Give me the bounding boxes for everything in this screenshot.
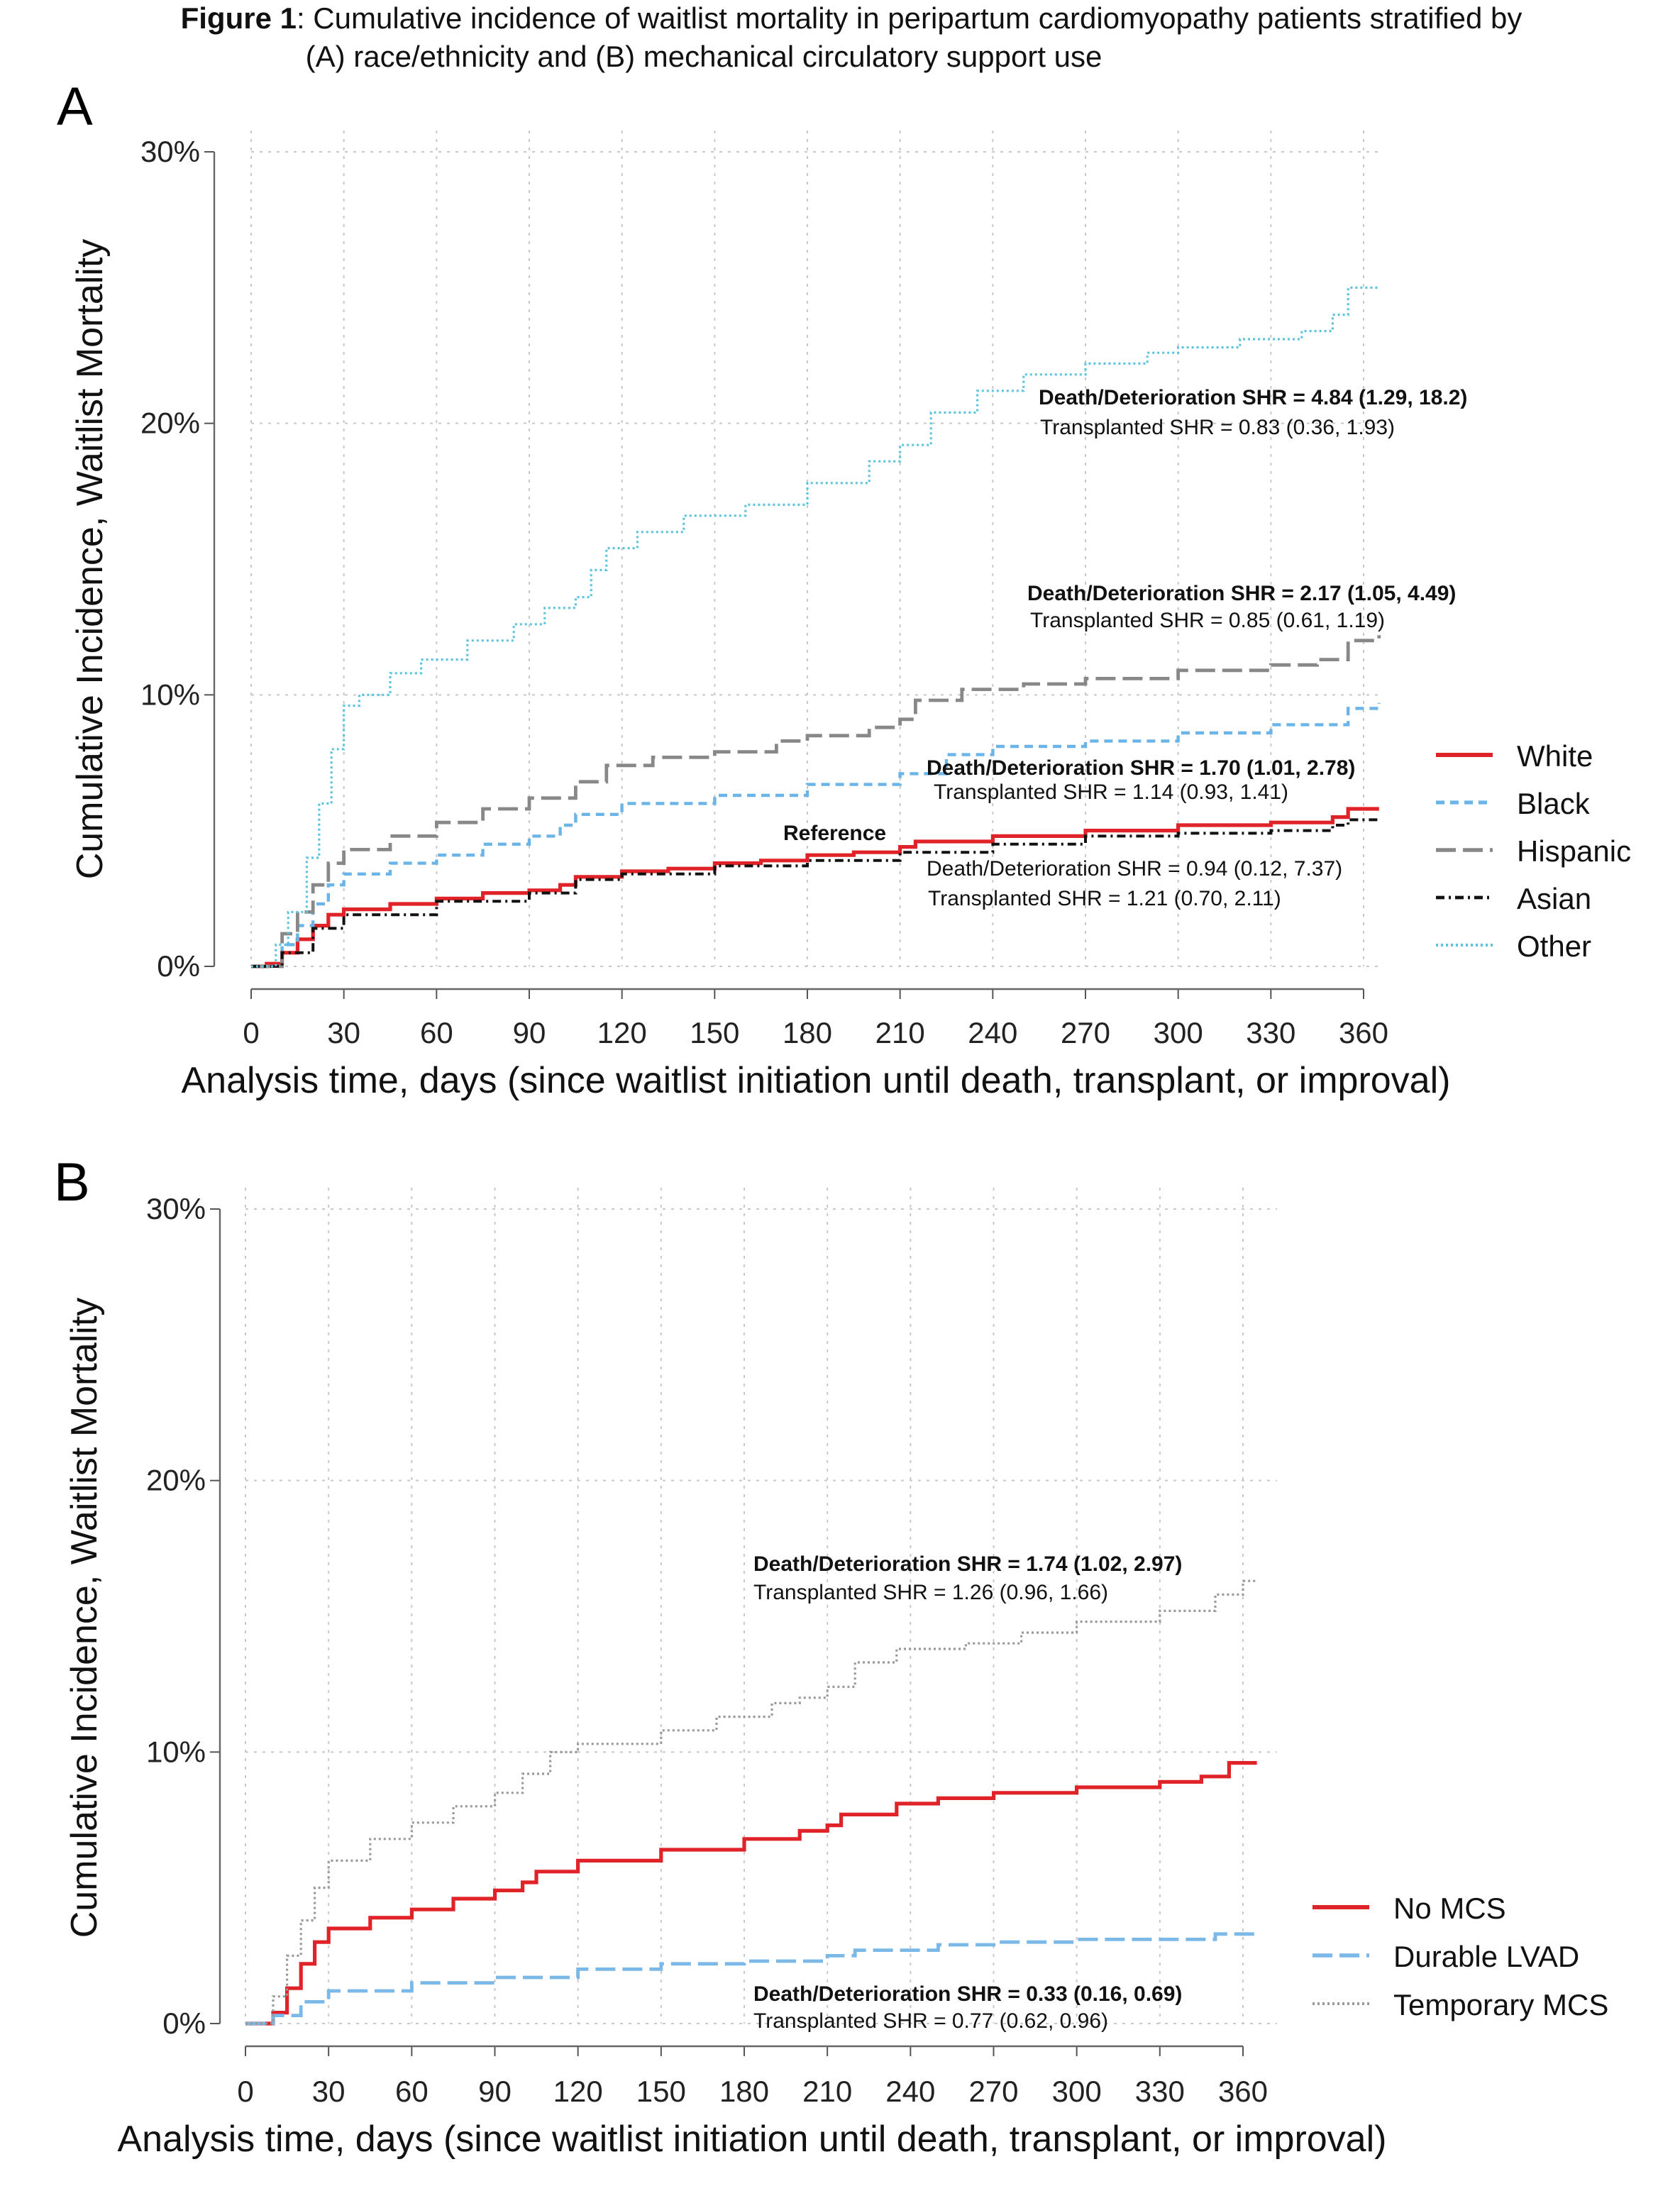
x-tick-label: 180: [719, 2075, 769, 2108]
annotation-lvad-transplant: Transplanted SHR = 0.77 (0.62, 0.96): [753, 2009, 1108, 2033]
annotation-asian-death: Death/Deterioration SHR = 0.94 (0.12, 7.…: [927, 857, 1342, 881]
x-tick-label: 30: [312, 2075, 346, 2108]
annotation-lvad-death: Death/Deterioration SHR = 0.33 (0.16, 0.…: [753, 1982, 1182, 2006]
legend-label-asian: Asian: [1517, 882, 1591, 915]
series-line-temporary-mcs: [245, 1579, 1257, 2025]
y-tick-label: 30%: [146, 1192, 206, 1225]
legend-label-hispanic: Hispanic: [1517, 834, 1631, 868]
annotation-temporary-transplant: Transplanted SHR = 1.26 (0.96, 1.66): [753, 1581, 1108, 1604]
legend-label-white: White: [1517, 739, 1593, 773]
x-tick-label: 330: [1135, 2075, 1185, 2108]
annotation-black-transplant: Transplanted SHR = 1.14 (0.93, 1.41): [934, 780, 1288, 804]
x-tick-label: 120: [553, 2075, 603, 2108]
x-tick-label: 270: [1061, 1016, 1110, 1049]
y-tick-label: 30%: [140, 135, 200, 168]
x-axis-label: Analysis time, days (since waitlist init…: [182, 1060, 1451, 1101]
series-line-asian: [251, 818, 1379, 968]
legend-label-temporary-mcs: Temporary MCS: [1393, 1988, 1608, 2021]
y-tick-label: 10%: [146, 1735, 206, 1768]
x-tick-label: 360: [1218, 2075, 1268, 2108]
legend-label-no-mcs: No MCS: [1393, 1892, 1506, 1925]
annotation-asian-transplant: Transplanted SHR = 1.21 (0.70, 2.11): [928, 887, 1281, 910]
y-tick-label: 10%: [140, 678, 200, 711]
annotation-reference: Reference: [783, 822, 886, 845]
x-tick-label: 240: [885, 2075, 935, 2108]
annotation-other-transplant: Transplanted SHR = 0.83 (0.36, 1.93): [1040, 416, 1395, 439]
annotation-temporary-death: Death/Deterioration SHR = 1.74 (1.02, 2.…: [753, 1552, 1182, 1576]
figure-title-line1: Figure 1: Cumulative incidence of waitli…: [181, 1, 1522, 35]
panel-b-label: B: [54, 1152, 90, 1213]
annotation-hispanic-death: Death/Deterioration SHR = 2.17 (1.05, 4.…: [1027, 582, 1456, 605]
x-tick-label: 270: [968, 2075, 1018, 2108]
series-line-durable-lvad: [245, 1932, 1257, 2026]
legend-label-other: Other: [1517, 929, 1591, 963]
x-axis-label: Analysis time, days (since waitlist init…: [118, 2119, 1387, 2160]
x-tick-label: 150: [636, 2075, 686, 2108]
annotation-other-death: Death/Deterioration SHR = 4.84 (1.29, 18…: [1039, 386, 1467, 409]
x-tick-label: 120: [597, 1016, 647, 1049]
x-tick-label: 90: [513, 1016, 546, 1049]
y-axis-label: Cumulative Incidence, Waitlist Mortality: [70, 239, 111, 880]
series-line-white: [251, 807, 1379, 968]
figure-title-bold: Figure 1: [181, 1, 297, 35]
x-tick-label: 180: [783, 1016, 832, 1049]
x-tick-label: 60: [395, 2075, 429, 2108]
x-tick-label: 330: [1246, 1016, 1295, 1049]
panel-a-label: A: [57, 77, 93, 137]
y-axis-label: Cumulative Incidence, Waitlist Mortality: [64, 1298, 105, 1938]
x-tick-label: 60: [420, 1016, 453, 1049]
figure-title-rest: : Cumulative incidence of waitlist morta…: [297, 1, 1522, 35]
y-tick-label: 0%: [157, 949, 200, 983]
series-line-hispanic: [251, 635, 1381, 968]
legend-label-durable-lvad: Durable LVAD: [1393, 1940, 1579, 1973]
panel-a: A 0 30 60 90 120 150 180 210 240 270 300 330 360 0% 10…: [57, 77, 1631, 1101]
x-tick-label: 90: [478, 2075, 512, 2108]
x-tick-label: 360: [1339, 1016, 1388, 1049]
x-tick-label: 0: [237, 2075, 253, 2108]
series-line-other: [251, 286, 1379, 968]
x-tick-label: 240: [968, 1016, 1017, 1049]
annotation-hispanic-transplant: Transplanted SHR = 0.85 (0.61, 1.19): [1030, 609, 1385, 632]
figure-title-line2: (A) race/ethnicity and (B) mechanical ci…: [306, 40, 1102, 73]
panel-b: B 0 30 60 90 120 150 180 210 240 270 300 330 360 0% 10…: [54, 1152, 1608, 2160]
y-tick-label: 20%: [140, 407, 200, 440]
legend-label-black: Black: [1517, 787, 1591, 820]
x-tick-label: 300: [1154, 1016, 1203, 1049]
y-tick-label: 0%: [162, 2007, 206, 2040]
x-tick-label: 0: [243, 1016, 259, 1049]
series-line-black: [251, 702, 1381, 968]
x-tick-label: 210: [802, 2075, 852, 2108]
x-tick-label: 150: [690, 1016, 739, 1049]
x-tick-label: 300: [1052, 2075, 1102, 2108]
series-line-no-mcs: [245, 1761, 1257, 2026]
y-tick-label: 20%: [146, 1464, 206, 1497]
x-tick-label: 30: [327, 1016, 360, 1049]
annotation-black-death: Death/Deterioration SHR = 1.70 (1.01, 2.…: [927, 756, 1355, 780]
x-tick-label: 210: [875, 1016, 925, 1049]
